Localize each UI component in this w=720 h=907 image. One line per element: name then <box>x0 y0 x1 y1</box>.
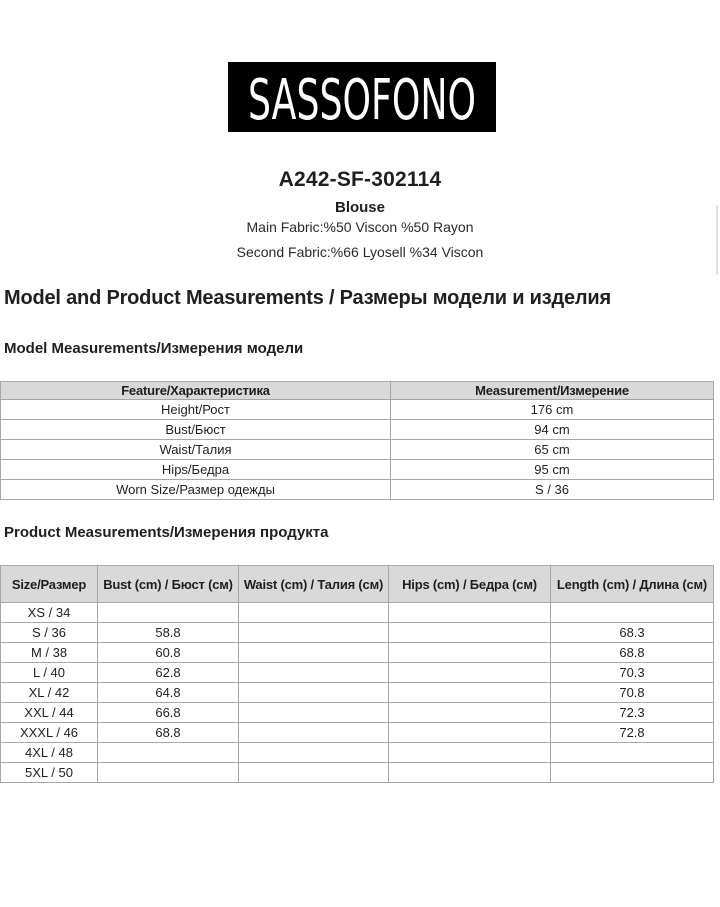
model-measurements-heading: Model Measurements/Измерения модели <box>4 340 304 357</box>
brand-logo-text: SASSOFONO <box>248 68 476 132</box>
row-label-cell: XXL / 44 <box>0 702 98 723</box>
value-cell <box>550 762 714 783</box>
value-cell <box>238 662 389 683</box>
brand-logo-art: SASSOFONO <box>248 68 476 132</box>
table-row: Hips/Бедра 95 cm <box>0 459 714 480</box>
row-label-cell: XL / 42 <box>0 682 98 703</box>
value-cell <box>97 742 239 763</box>
value-cell <box>388 602 551 623</box>
value-cell: 60.8 <box>97 642 239 663</box>
value-cell: 95 cm <box>390 459 714 480</box>
value-cell <box>238 642 389 663</box>
row-label-cell: XXXL / 46 <box>0 722 98 743</box>
row-label-cell: L / 40 <box>0 662 98 683</box>
table-row: 5XL / 50 <box>0 762 714 783</box>
product-name: Blouse <box>334 199 385 216</box>
value-cell <box>388 762 551 783</box>
value-cell: 94 cm <box>390 419 714 440</box>
value-cell <box>388 642 551 663</box>
value-cell <box>97 762 239 783</box>
value-cell: 58.8 <box>97 622 239 643</box>
row-label-cell: S / 36 <box>0 622 98 643</box>
value-cell: 72.3 <box>550 702 714 723</box>
model_table-header-0: Feature/Характеристика <box>0 381 391 400</box>
table-row: Worn Size/Размер одежды S / 36 <box>0 479 714 500</box>
row-label-cell: Hips/Бедра <box>0 459 391 480</box>
value-cell: 70.8 <box>550 682 714 703</box>
value-cell: 70.3 <box>550 662 714 683</box>
value-cell <box>238 762 389 783</box>
row-label-cell: 4XL / 48 <box>0 742 98 763</box>
row-label-cell: Height/Рост <box>0 399 391 420</box>
second-fabric-text: Second Fabric:%66 Lyosell %34 Viscon <box>236 244 484 260</box>
value-cell: 72.8 <box>550 722 714 743</box>
table-row: XS / 34 <box>0 602 714 623</box>
value-cell <box>550 742 714 763</box>
value-cell <box>238 702 389 723</box>
table-row: M / 38 60.8 68.8 <box>0 642 714 663</box>
value-cell <box>97 602 239 623</box>
value-cell: 68.3 <box>550 622 714 643</box>
brand-logo: SASSOFONO <box>228 62 496 132</box>
value-cell <box>388 742 551 763</box>
table-row: S / 36 58.8 68.3 <box>0 622 714 643</box>
value-cell <box>388 622 551 643</box>
product_table-header-2: Waist (cm) / Талия (см) <box>238 565 389 603</box>
value-cell: S / 36 <box>390 479 714 500</box>
value-cell <box>238 602 389 623</box>
value-cell <box>238 682 389 703</box>
table-row: XL / 42 64.8 70.8 <box>0 682 714 703</box>
table-row: XXXL / 46 68.8 72.8 <box>0 722 714 743</box>
product_table-header-1: Bust (cm) / Бюст (см) <box>97 565 239 603</box>
table-row: Bust/Бюст 94 cm <box>0 419 714 440</box>
value-cell <box>550 602 714 623</box>
row-label-cell: M / 38 <box>0 642 98 663</box>
value-cell <box>388 702 551 723</box>
value-cell: 66.8 <box>97 702 239 723</box>
value-cell <box>388 662 551 683</box>
product_table-header-4: Length (cm) / Длина (см) <box>550 565 714 603</box>
value-cell <box>388 722 551 743</box>
product-measurements-table: Size/Размер Bust (cm) / Бюст (см) Waist (c… <box>0 565 714 783</box>
table-row: Waist/Талия 65 cm <box>0 439 714 460</box>
product_table-header-3: Hips (cm) / Бедра (см) <box>388 565 551 603</box>
value-cell: 68.8 <box>550 642 714 663</box>
value-cell: 65 cm <box>390 439 714 460</box>
table-row: L / 40 62.8 70.3 <box>0 662 714 683</box>
row-label-cell: Waist/Талия <box>0 439 391 460</box>
row-label-cell: Worn Size/Размер одежды <box>0 479 391 500</box>
value-cell <box>238 722 389 743</box>
table-row: Height/Рост 176 cm <box>0 399 714 420</box>
table-header-row: Feature/Характеристика Measurement/Измере… <box>0 381 714 400</box>
table-row: 4XL / 48 <box>0 742 714 763</box>
value-cell: 176 cm <box>390 399 714 420</box>
product-code: A242-SF-302114 <box>278 168 442 191</box>
value-cell <box>388 682 551 703</box>
row-label-cell: 5XL / 50 <box>0 762 98 783</box>
row-label-cell: Bust/Бюст <box>0 419 391 440</box>
table-header-row: Size/Размер Bust (cm) / Бюст (см) Waist (c… <box>0 565 714 603</box>
model-measurements-table: Feature/Характеристика Measurement/Измере… <box>0 381 714 500</box>
value-cell <box>238 622 389 643</box>
table-row: XXL / 44 66.8 72.3 <box>0 702 714 723</box>
value-cell: 62.8 <box>97 662 239 683</box>
product-measurements-heading: Product Measurements/Измерения продукта <box>4 524 329 541</box>
product_table-header-0: Size/Размер <box>0 565 98 603</box>
value-cell: 68.8 <box>97 722 239 743</box>
model_table-header-1: Measurement/Измерение <box>390 381 714 400</box>
page-title: Model and Product Measurements / Размеры… <box>4 287 611 309</box>
value-cell <box>238 742 389 763</box>
scrollbar-thumb[interactable] <box>716 205 718 275</box>
row-label-cell: XS / 34 <box>0 602 98 623</box>
value-cell: 64.8 <box>97 682 239 703</box>
main-fabric-text: Main Fabric:%50 Viscon %50 Rayon <box>246 219 474 235</box>
